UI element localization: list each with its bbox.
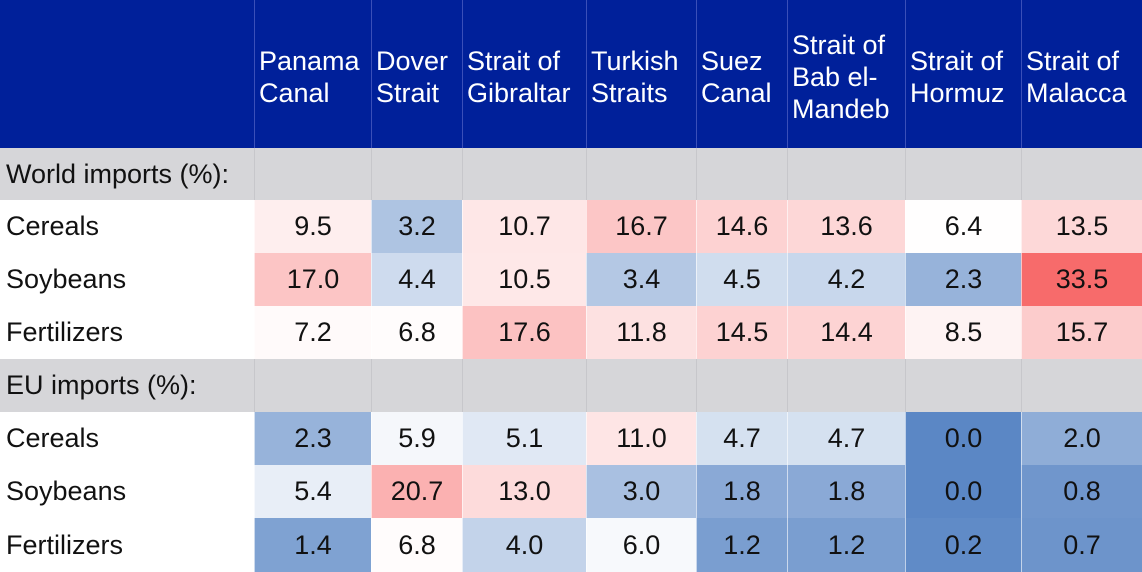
heatmap-cell: 9.5 [254, 200, 371, 253]
section-band [905, 148, 1021, 200]
section-band [905, 359, 1021, 412]
heatmap-cell: 14.6 [696, 200, 787, 253]
heatmap-cell: 5.9 [371, 412, 462, 465]
heatmap-cell: 6.4 [905, 200, 1021, 253]
heatmap-cell: 4.0 [462, 518, 586, 572]
section-band [462, 148, 586, 200]
heatmap-cell: 0.2 [905, 518, 1021, 572]
section-band [586, 148, 696, 200]
section-band [1021, 148, 1142, 200]
heatmap-cell: 1.8 [696, 465, 787, 518]
column-header: Suez Canal [696, 0, 787, 148]
heatmap-cell: 4.4 [371, 253, 462, 306]
header-corner [0, 0, 254, 148]
section-band [371, 148, 462, 200]
heatmap-cell: 13.5 [1021, 200, 1142, 253]
heatmap-cell: 7.2 [254, 306, 371, 359]
column-header: Panama Canal [254, 0, 371, 148]
section-band [462, 359, 586, 412]
heatmap-cell: 17.0 [254, 253, 371, 306]
heatmap-cell: 1.8 [787, 465, 905, 518]
heatmap-cell: 11.8 [586, 306, 696, 359]
section-band [696, 359, 787, 412]
column-header: Dover Strait [371, 0, 462, 148]
heatmap-cell: 10.5 [462, 253, 586, 306]
section-band [787, 359, 905, 412]
heatmap-cell: 4.2 [787, 253, 905, 306]
heatmap-cell: 0.7 [1021, 518, 1142, 572]
heatmap-cell: 3.4 [586, 253, 696, 306]
heatmap-cell: 17.6 [462, 306, 586, 359]
row-label: Cereals [0, 412, 254, 465]
section-band [696, 148, 787, 200]
heatmap-cell: 3.2 [371, 200, 462, 253]
heatmap-cell: 5.4 [254, 465, 371, 518]
section-label: EU imports (%): [0, 359, 254, 412]
row-label: Fertilizers [0, 306, 254, 359]
section-band [787, 148, 905, 200]
heatmap-cell: 0.0 [905, 465, 1021, 518]
heatmap-cell: 20.7 [371, 465, 462, 518]
heatmap-cell: 8.5 [905, 306, 1021, 359]
heatmap-cell: 14.4 [787, 306, 905, 359]
row-label: Soybeans [0, 465, 254, 518]
section-band [254, 359, 371, 412]
heatmap-cell: 1.4 [254, 518, 371, 572]
heatmap-cell: 6.0 [586, 518, 696, 572]
heatmap-cell: 3.0 [586, 465, 696, 518]
heatmap-cell: 14.5 [696, 306, 787, 359]
section-band [254, 148, 371, 200]
section-band [1021, 359, 1142, 412]
heatmap-cell: 13.6 [787, 200, 905, 253]
heatmap-cell: 2.0 [1021, 412, 1142, 465]
heatmap-cell: 6.8 [371, 306, 462, 359]
heatmap-cell: 0.8 [1021, 465, 1142, 518]
heatmap-cell: 2.3 [905, 253, 1021, 306]
heatmap-cell: 10.7 [462, 200, 586, 253]
heatmap-cell: 0.0 [905, 412, 1021, 465]
section-band [371, 359, 462, 412]
column-header: Turkish Straits [586, 0, 696, 148]
heatmap-cell: 4.5 [696, 253, 787, 306]
heatmap-cell: 33.5 [1021, 253, 1142, 306]
heatmap-cell: 1.2 [696, 518, 787, 572]
heatmap-cell: 15.7 [1021, 306, 1142, 359]
heatmap-cell: 4.7 [696, 412, 787, 465]
column-header: Strait of Gibraltar [462, 0, 586, 148]
column-header: Strait of Bab el- Mandeb [787, 0, 905, 148]
heatmap-cell: 2.3 [254, 412, 371, 465]
heatmap-cell: 11.0 [586, 412, 696, 465]
heatmap-cell: 4.7 [787, 412, 905, 465]
heatmap-cell: 5.1 [462, 412, 586, 465]
section-band [586, 359, 696, 412]
row-label: Soybeans [0, 253, 254, 306]
heatmap-cell: 1.2 [787, 518, 905, 572]
heatmap-cell: 6.8 [371, 518, 462, 572]
column-header: Strait of Hormuz [905, 0, 1021, 148]
section-label: World imports (%): [0, 148, 254, 200]
row-label: Cereals [0, 200, 254, 253]
heatmap-cell: 16.7 [586, 200, 696, 253]
row-label: Fertilizers [0, 518, 254, 572]
column-header: Strait of Malacca [1021, 0, 1142, 148]
heatmap-cell: 13.0 [462, 465, 586, 518]
